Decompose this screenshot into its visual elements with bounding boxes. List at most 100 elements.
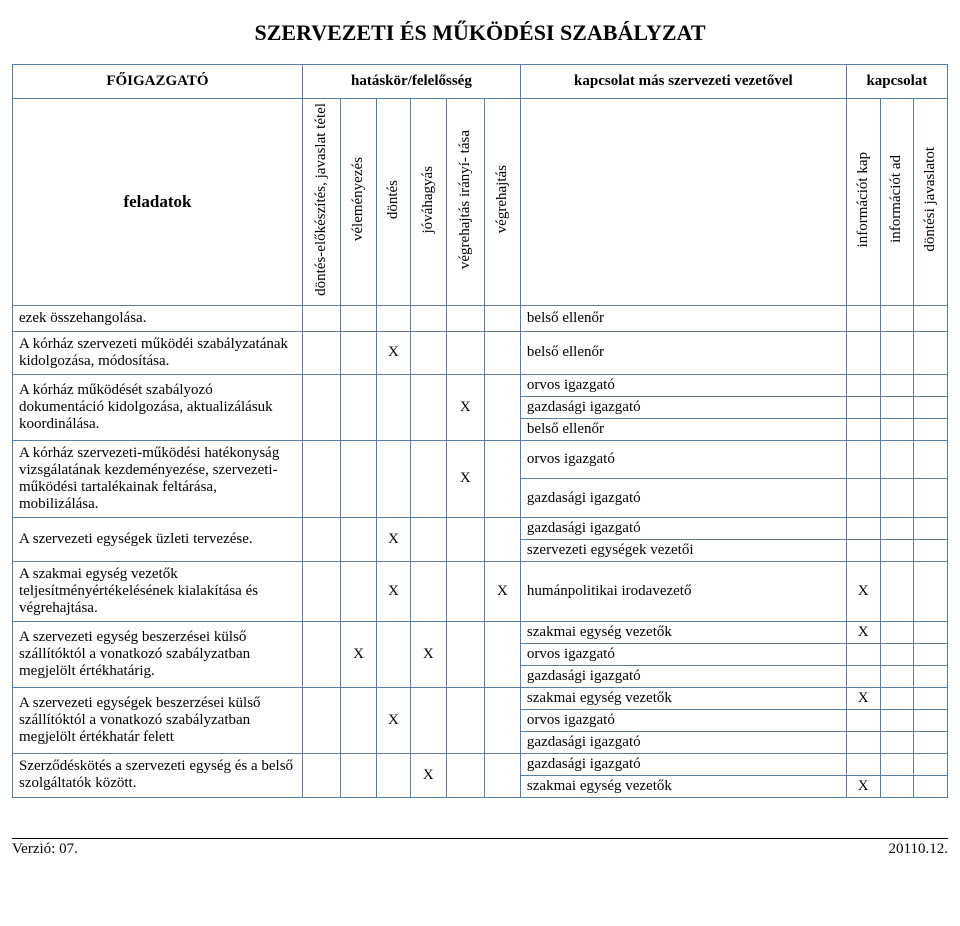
mark-cell [302,374,340,440]
contact-cell: gazdasági igazgató [520,396,846,418]
table-row: A kórház szervezeti működéi szabályzatán… [13,331,948,374]
contact-cell: orvos igazgató [520,374,846,396]
mark-cell [410,687,446,753]
header-row-sub: feladatok döntés-előkészítés, javaslat t… [13,99,948,306]
mark-cell [446,305,484,331]
contact-cell: belső ellenőr [520,331,846,374]
mark-cell [302,440,340,517]
mark-cell: X [377,561,411,621]
mark-cell [341,305,377,331]
mark-cell [377,374,411,440]
info-cell [880,643,914,665]
contact-cell: gazdasági igazgató [520,753,846,775]
mark-cell [446,621,484,687]
contact-cell: orvos igazgató [520,709,846,731]
contact-cell: belső ellenőr [520,418,846,440]
mark-cell [341,440,377,517]
info-cell [846,753,880,775]
mark-cell [302,621,340,687]
mark-cell [410,331,446,374]
info-cell [914,621,948,643]
info-cell [880,396,914,418]
info-cell [914,643,948,665]
info-cell [880,753,914,775]
mark-cell [484,305,520,331]
info-cell [880,687,914,709]
mark-cell [377,305,411,331]
task-cell: Szerződéskötés a szervezeti egység és a … [13,753,303,797]
info-cell [880,517,914,539]
header-row-top: FŐIGAZGATÓ hatáskör/felelősség kapcsolat… [13,65,948,99]
mark-cell: X [377,687,411,753]
mark-cell [410,374,446,440]
table-row: A szervezeti egységek üzleti tervezése.X… [13,517,948,539]
icol-0: információt kap [846,99,880,306]
info-cell [880,539,914,561]
mark-cell [484,374,520,440]
info-cell: X [846,687,880,709]
mark-cell [484,440,520,517]
mark-cell [341,517,377,561]
vcol-0: döntés-előkészítés, javaslat tétel [302,99,340,306]
info-cell [880,621,914,643]
table-row: Szerződéskötés a szervezeti egység és a … [13,753,948,775]
info-cell [846,643,880,665]
info-cell [880,665,914,687]
info-cell [914,665,948,687]
info-cell [880,731,914,753]
info-cell [880,374,914,396]
vcol-5: végrehajtás [484,99,520,306]
mark-cell: X [377,331,411,374]
contact-cell: gazdasági igazgató [520,479,846,518]
table-row: A kórház működését szabályozó dokumentác… [13,374,948,396]
mark-cell [410,517,446,561]
task-cell: A szervezeti egységek beszerzései külső … [13,687,303,753]
mark-cell [341,374,377,440]
info-cell [914,305,948,331]
contact-cell: gazdasági igazgató [520,731,846,753]
task-cell: A kórház szervezeti-működési hatékonyság… [13,440,303,517]
mark-cell [377,621,411,687]
mark-cell [484,753,520,797]
contact-cell: orvos igazgató [520,440,846,479]
info-cell [846,396,880,418]
mark-cell [410,440,446,517]
info-cell [846,731,880,753]
table-row: A szervezeti egység beszerzései külső sz… [13,621,948,643]
mark-cell: X [410,621,446,687]
info-cell [880,305,914,331]
table-row: A kórház szervezeti-működési hatékonyság… [13,440,948,479]
footer-version: Verzió: 07. [12,841,78,858]
info-cell [914,418,948,440]
info-cell [846,374,880,396]
vcol-2: döntés [377,99,411,306]
mark-cell [341,561,377,621]
info-cell [914,561,948,621]
mark-cell [302,687,340,753]
info-cell [914,374,948,396]
mark-cell: X [377,517,411,561]
footer: Verzió: 07. 20110.12. [12,838,948,858]
info-cell [914,687,948,709]
info-cell [914,709,948,731]
info-cell [914,753,948,775]
table-row: A szervezeti egységek beszerzései külső … [13,687,948,709]
info-cell [846,440,880,479]
mark-cell [377,753,411,797]
contact-cell: gazdasági igazgató [520,665,846,687]
info-cell [846,665,880,687]
info-cell [846,539,880,561]
info-cell [846,418,880,440]
task-cell: A kórház szervezeti működéi szabályzatán… [13,331,303,374]
contact-cell: szakmai egység vezetők [520,621,846,643]
info-cell: X [846,775,880,797]
mark-cell: X [446,440,484,517]
info-cell [914,479,948,518]
contact-cell: gazdasági igazgató [520,517,846,539]
mark-cell [302,561,340,621]
mark-cell [446,753,484,797]
contact-cell: orvos igazgató [520,643,846,665]
task-cell: A kórház működését szabályozó dokumentác… [13,374,303,440]
mark-cell: X [410,753,446,797]
mark-cell [341,687,377,753]
